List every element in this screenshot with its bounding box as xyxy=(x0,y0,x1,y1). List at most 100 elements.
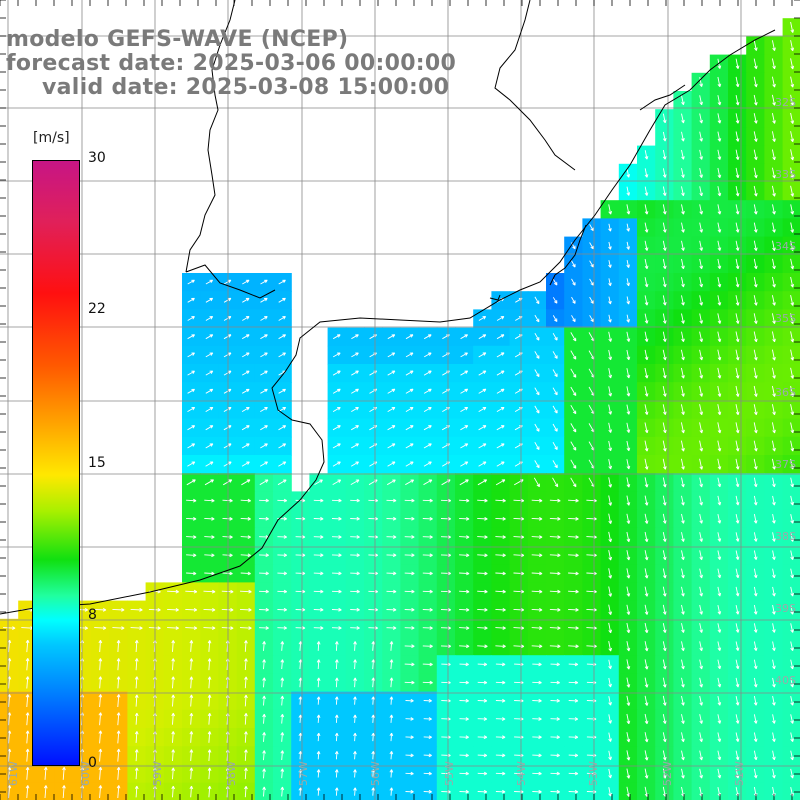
wind-arrow xyxy=(277,607,288,612)
wind-arrow xyxy=(644,277,649,288)
wind-arrow xyxy=(589,260,594,268)
wind-arrow xyxy=(717,440,722,452)
wind-arrow xyxy=(735,385,740,397)
wind-arrow xyxy=(313,571,324,576)
wind-arrow xyxy=(717,131,722,142)
wind-arrow xyxy=(790,385,795,397)
wind-arrow xyxy=(717,605,722,615)
wind-arrow xyxy=(222,553,233,558)
wind-arrow xyxy=(735,58,740,69)
wind-arrow xyxy=(422,553,433,558)
wind-arrow xyxy=(259,607,269,612)
wind-arrow xyxy=(277,571,288,576)
wind-arrow xyxy=(477,644,488,649)
wind-arrow xyxy=(772,677,776,688)
wind-arrow xyxy=(478,370,487,376)
wind-arrow xyxy=(771,313,776,324)
wind-arrow xyxy=(94,626,107,630)
wind-arrow xyxy=(280,659,285,670)
wind-arrow xyxy=(496,334,505,340)
wind-arrow xyxy=(204,535,215,539)
wind-arrow xyxy=(608,440,613,452)
wind-arrow xyxy=(422,517,433,521)
wind-arrow xyxy=(681,295,685,306)
wind-arrow xyxy=(459,571,470,576)
wind-arrow xyxy=(570,350,577,360)
wind-arrow xyxy=(644,386,649,397)
wind-arrow xyxy=(550,680,560,685)
wind-arrow xyxy=(513,553,525,558)
wind-arrow xyxy=(644,204,649,215)
wind-arrow xyxy=(240,571,251,576)
wind-arrow xyxy=(790,404,795,416)
wind-arrow xyxy=(259,589,269,594)
wind-arrow xyxy=(771,385,776,397)
wind-arrow xyxy=(626,331,631,342)
wind-arrow xyxy=(3,626,16,630)
wind-arrow xyxy=(662,659,667,670)
wind-arrow xyxy=(699,367,704,379)
wind-arrow xyxy=(549,571,561,576)
wind-arrow xyxy=(513,571,525,576)
wind-arrow xyxy=(681,222,685,233)
wind-arrow xyxy=(790,495,794,506)
wind-arrow xyxy=(608,314,612,323)
wind-arrow xyxy=(735,167,740,179)
wind-arrow xyxy=(331,626,342,630)
wind-arrow xyxy=(531,535,543,539)
wind-arrow xyxy=(753,495,758,506)
wind-arrow xyxy=(644,677,649,688)
wind-arrow xyxy=(496,352,505,358)
wind-arrow xyxy=(25,694,30,708)
wind-arrow xyxy=(387,370,396,376)
wind-arrow xyxy=(331,516,342,521)
wind-arrow xyxy=(662,258,667,270)
wind-arrow xyxy=(717,367,722,379)
wind-arrow xyxy=(495,589,506,594)
wind-arrow xyxy=(477,608,488,612)
wind-arrow xyxy=(735,659,740,670)
wind-arrow xyxy=(221,626,234,630)
wind-arrow xyxy=(699,168,703,178)
wind-arrow xyxy=(186,553,197,558)
wind-arrow xyxy=(662,677,667,688)
wind-arrow xyxy=(205,370,214,376)
wind-arrow xyxy=(681,495,685,506)
wind-arrow xyxy=(589,242,594,250)
wind-arrow xyxy=(717,586,722,597)
wind-arrow xyxy=(222,479,233,486)
wind-arrow xyxy=(626,550,631,561)
wind-arrow xyxy=(460,461,469,467)
wind-arrow xyxy=(405,479,415,486)
wind-arrow xyxy=(423,334,432,340)
wind-arrow xyxy=(171,676,176,689)
wind-arrow xyxy=(534,405,540,414)
wind-arrow xyxy=(387,443,396,449)
wind-arrow xyxy=(277,626,288,630)
wind-arrow xyxy=(608,386,613,397)
wind-arrow xyxy=(662,568,667,579)
wind-arrow xyxy=(259,553,269,558)
wind-cell xyxy=(782,582,800,602)
wind-arrow xyxy=(735,295,740,306)
wind-arrow xyxy=(478,352,487,358)
wind-arrow xyxy=(186,535,197,539)
wind-arrow xyxy=(222,517,233,521)
wind-arrow xyxy=(699,422,704,434)
wind-arrow xyxy=(387,461,396,467)
wind-arrow xyxy=(735,149,740,160)
wind-arrow xyxy=(662,186,667,196)
wind-arrow xyxy=(568,680,579,685)
wind-arrow xyxy=(205,352,214,358)
wind-arrow xyxy=(772,240,776,251)
wind-arrow xyxy=(717,641,722,651)
wind-arrow xyxy=(681,204,685,215)
wind-arrow xyxy=(735,95,740,106)
wind-arrow xyxy=(241,461,250,467)
wind-arrow xyxy=(423,479,433,486)
wind-arrow xyxy=(386,589,397,594)
wind-arrow xyxy=(626,314,630,323)
wind-arrow xyxy=(753,677,758,688)
wind-arrow xyxy=(771,404,776,416)
wind-arrow xyxy=(477,626,488,630)
